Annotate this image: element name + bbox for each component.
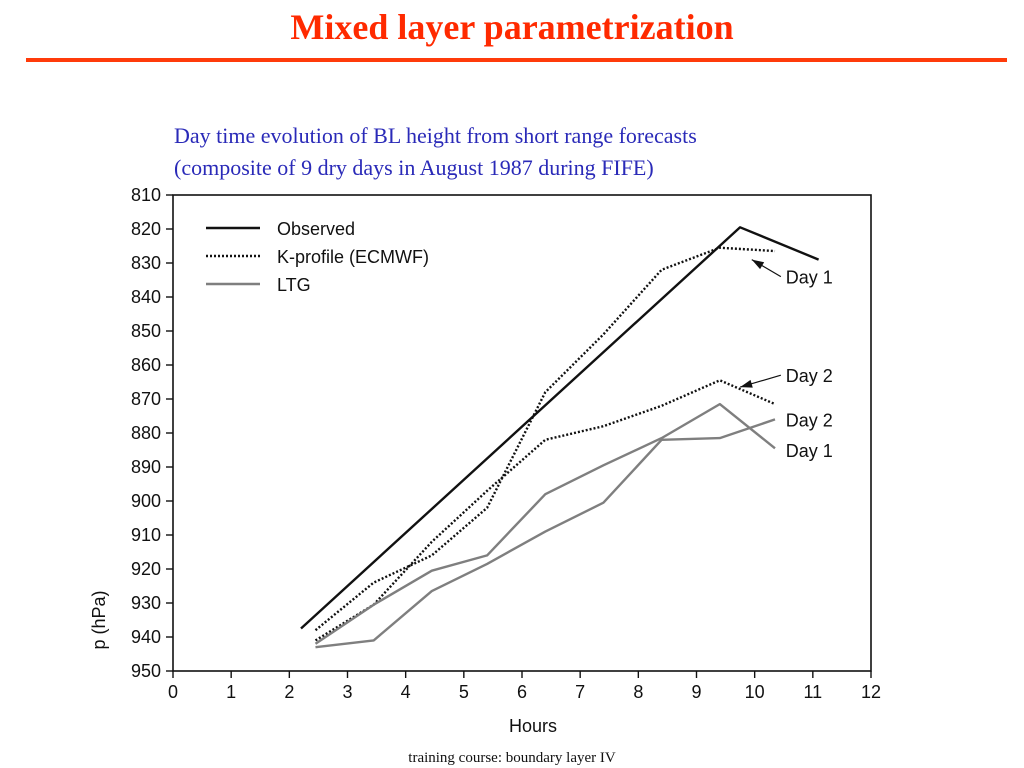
series-line-ltg-3 <box>314 402 776 645</box>
x-tick-label: 6 <box>517 682 527 702</box>
annotation-arrowhead <box>740 379 753 388</box>
y-axis-label: p (hPa) <box>89 590 109 649</box>
title-divider <box>26 58 1007 62</box>
y-tick-label: 890 <box>131 457 161 477</box>
x-tick-label: 9 <box>691 682 701 702</box>
y-tick-label: 870 <box>131 389 161 409</box>
subtitle-line-1: Day time evolution of BL height from sho… <box>174 123 697 148</box>
subtitle-line-2: (composite of 9 dry days in August 1987 … <box>174 155 654 180</box>
y-tick-label: 950 <box>131 661 161 681</box>
legend-label: K-profile (ECMWF) <box>277 247 429 267</box>
annotation-label: Day 1 <box>786 441 833 461</box>
annotation-arrowhead <box>751 259 765 270</box>
y-tick-label: 900 <box>131 491 161 511</box>
y-tick-label: 930 <box>131 593 161 613</box>
annotation-label: Day 2 <box>786 366 833 386</box>
x-tick-label: 12 <box>861 682 881 702</box>
x-tick-label: 3 <box>342 682 352 702</box>
x-tick-label: 1 <box>226 682 236 702</box>
y-tick-label: 820 <box>131 219 161 239</box>
x-tick-label: 8 <box>633 682 643 702</box>
chart-subtitle: Day time evolution of BL height from sho… <box>174 120 894 184</box>
x-tick-label: 11 <box>803 682 822 702</box>
y-tick-label: 880 <box>131 423 161 443</box>
y-tick-label: 860 <box>131 355 161 375</box>
series-line-k-profile-ecmwf--1 <box>314 246 776 632</box>
annotation-label: Day 2 <box>786 410 833 430</box>
x-tick-label: 4 <box>401 682 411 702</box>
x-tick-label: 5 <box>459 682 469 702</box>
slide-title: Mixed layer parametrization <box>290 7 734 47</box>
series-line-ltg-4 <box>315 418 776 649</box>
y-tick-label: 940 <box>131 627 161 647</box>
y-tick-label: 810 <box>131 185 161 205</box>
x-axis-label: Hours <box>509 716 557 736</box>
y-tick-label: 920 <box>131 559 161 579</box>
bl-height-chart: 0 1 2 3 4 5 6 7 8 9 10 11 12810820830840850860870880… <box>89 185 881 736</box>
x-tick-label: 7 <box>575 682 585 702</box>
legend-label: LTG <box>277 275 311 295</box>
footer: training course: boundary layer IV <box>408 750 616 766</box>
chart-ticks: 0 1 2 3 4 5 6 7 8 9 10 11 12810820830840850860870880… <box>131 185 881 702</box>
series-line-k-profile-ecmwf--2 <box>314 379 776 642</box>
y-tick-label: 840 <box>131 287 161 307</box>
y-tick-label: 910 <box>131 525 161 545</box>
series-line-observed-0 <box>300 226 820 630</box>
y-tick-label: 830 <box>131 253 161 273</box>
chart-legend: Observed K-profile (ECMWF) LTG <box>206 219 429 295</box>
chart-annotations: Day 1 Day 2 Day 2 Day 1 <box>739 259 833 461</box>
x-tick-label: 10 <box>745 682 765 702</box>
chart-series <box>300 226 820 649</box>
x-tick-label: 2 <box>284 682 294 702</box>
legend-label: Observed <box>277 219 355 239</box>
y-tick-label: 850 <box>131 321 161 341</box>
x-tick-label: 0 <box>168 682 178 702</box>
annotation-label: Day 1 <box>786 268 833 288</box>
